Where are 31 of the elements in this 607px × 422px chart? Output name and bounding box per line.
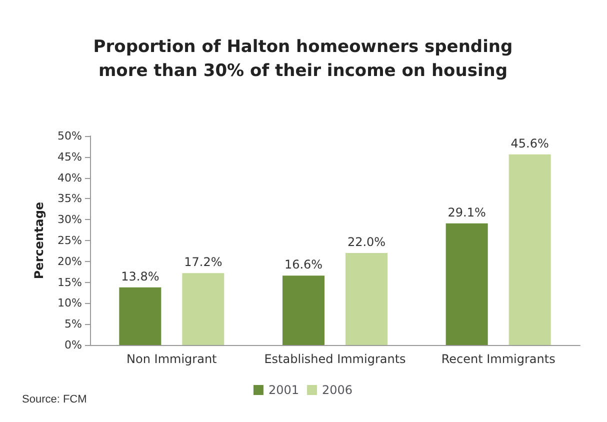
bar [182,273,224,345]
y-tick-label: 10% [58,296,82,310]
y-tick-label: 25% [58,234,82,247]
x-tick-label: Established Immigrants [264,352,406,366]
y-tick-label: 5% [64,318,82,331]
y-tick-label: 45% [58,150,82,164]
y-axis-title: Percentage [32,202,46,280]
legend-label: 2001 [268,383,300,397]
bar [346,253,388,345]
source-note: Source: FCM [22,394,87,406]
bar [508,154,551,345]
y-tick-label: 15% [58,276,82,289]
data-label: 29.1% [448,205,486,220]
data-label: 22.0% [347,235,386,250]
bar [446,223,488,345]
bar [119,287,162,345]
y-tick-label: 30% [58,213,82,226]
y-tick-label: 20% [58,254,82,268]
bar [282,276,324,345]
y-tick-label: 0% [64,338,82,352]
y-tick-label: 40% [58,171,82,184]
data-label: 45.6% [510,136,549,150]
y-tick-label: 50% [58,130,82,142]
chart-title: Proportion of Halton homeowners spending more than 30% of their income on housing [93,37,513,81]
data-label: 17.2% [184,255,222,270]
data-label: 13.8% [121,269,160,284]
x-tick-label: Recent Immigrants [441,352,556,366]
legend-label: 2006 [322,383,353,397]
x-tick-label: Non Immigrant [126,352,218,366]
data-label: 16.6% [284,258,323,272]
y-tick-label: 35% [58,192,82,206]
